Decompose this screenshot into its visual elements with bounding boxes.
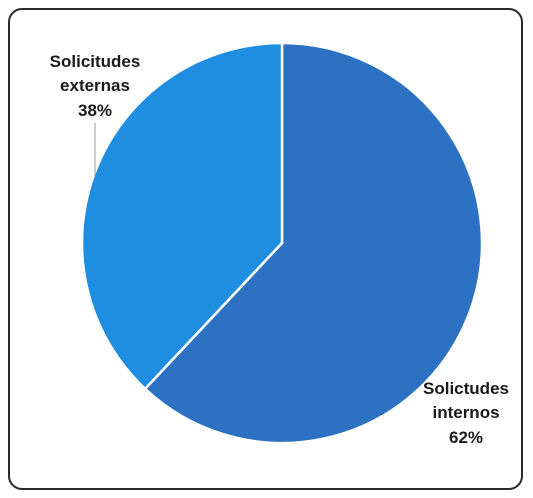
label-internos-line1: Solictudes — [423, 379, 509, 398]
label-externas-line2: externas — [60, 76, 130, 95]
slice-label-internos: Solictudes internos 62% — [423, 379, 509, 447]
label-externas-line1: Solicitudes — [50, 52, 141, 71]
label-externas-percent: 38% — [78, 101, 112, 120]
pie-slices — [80, 41, 484, 445]
slice-label-externas: Solicitudes externas 38% — [50, 52, 141, 120]
pie-slice-externas — [80, 41, 284, 391]
label-internos-line2: internos — [432, 403, 499, 422]
pie-slice-internos — [143, 41, 484, 445]
label-internos-percent: 62% — [449, 428, 483, 447]
